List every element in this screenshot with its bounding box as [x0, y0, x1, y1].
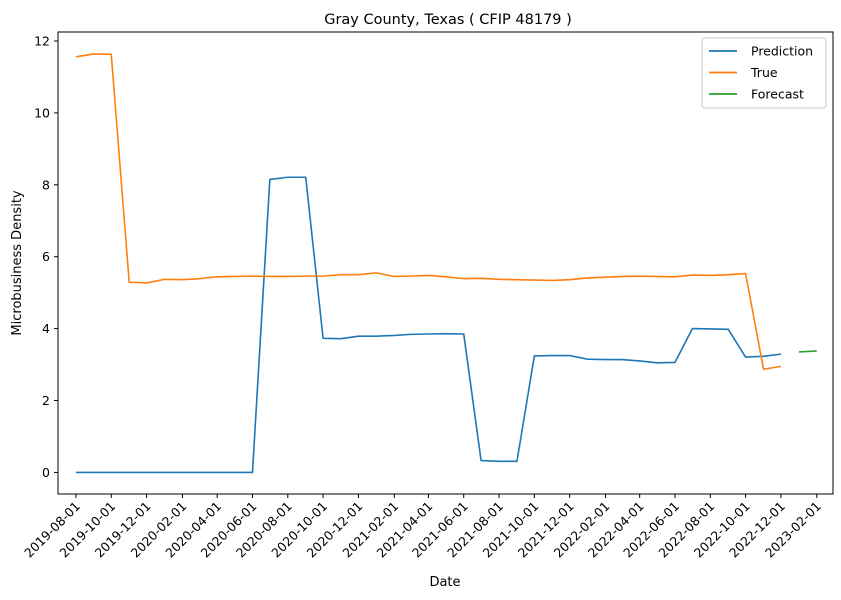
y-tick-label: 8 [42, 177, 50, 192]
y-tick-label: 4 [42, 321, 50, 336]
y-axis: 0 2 4 6 8 10 12 [34, 33, 58, 480]
y-tick-label: 6 [42, 249, 50, 264]
series-line-forecast [798, 350, 817, 353]
legend-label-prediction: Prediction [751, 44, 813, 59]
series-line-true [75, 53, 782, 371]
y-tick-label: 2 [42, 393, 50, 408]
x-axis-label: Date [429, 575, 460, 590]
plot-lines [75, 53, 817, 474]
y-tick-label: 0 [42, 465, 50, 480]
series-line-prediction [75, 176, 782, 474]
y-tick-label: 12 [34, 33, 50, 48]
legend: Prediction True Forecast [701, 37, 827, 109]
plot-frame [57, 31, 834, 495]
legend-label-true: True [750, 65, 778, 80]
y-axis-label: Microbusiness Density [10, 190, 25, 336]
legend-box [701, 37, 827, 109]
chart-title: Gray County, Texas ( CFIP 48179 ) [324, 12, 572, 28]
y-tick-label: 10 [34, 105, 50, 120]
legend-label-forecast: Forecast [751, 87, 804, 102]
